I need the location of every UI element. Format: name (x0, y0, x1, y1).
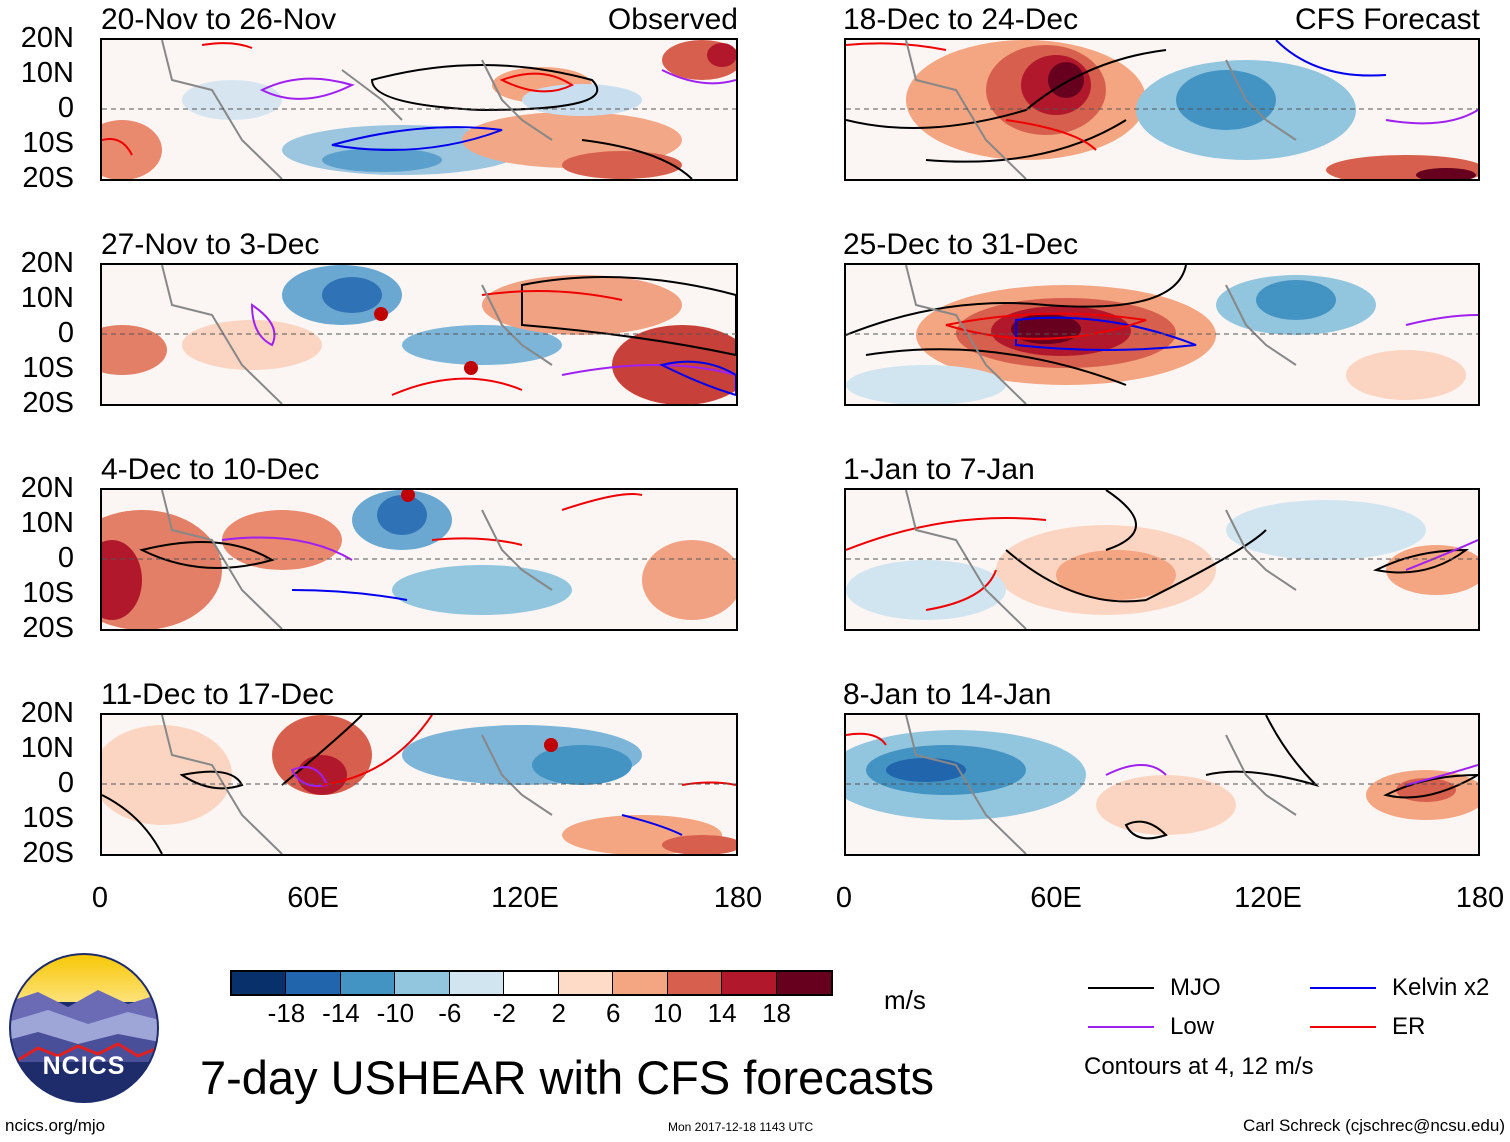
colorbar-swatch (613, 972, 668, 994)
lon-label-left-0: 0 (91, 882, 109, 914)
legend-line-kelvin (1310, 987, 1376, 989)
colorbar-swatch (776, 972, 831, 994)
lat-label: 20S (22, 162, 74, 194)
panel-title-4: 11-Dec to 17-Dec (101, 678, 334, 711)
map-panel-8 (844, 713, 1480, 856)
lon-label-left-120e: 120E (491, 882, 559, 914)
legend-label-kelvin: Kelvin x2 (1392, 974, 1490, 1001)
panel-title-1: 20-Nov to 26-Nov (101, 3, 337, 36)
lat-label: 0 (57, 542, 74, 574)
lat-label: 0 (57, 92, 74, 124)
main-title: 7-day USHEAR with CFS forecasts (200, 1051, 934, 1104)
panel-title-5: 18-Dec to 24-Dec (843, 3, 1079, 36)
lat-label: 20S (22, 837, 74, 869)
lat-label: 10N (20, 732, 74, 764)
colorbar-swatch (286, 972, 341, 994)
colorbar-swatch (558, 972, 614, 994)
colorbar-swatch (232, 972, 287, 994)
lat-label: 10N (20, 57, 74, 89)
legend-label-low: Low (1170, 1013, 1215, 1040)
map-panel-4 (100, 713, 738, 856)
panel-title-8: 8-Jan to 14-Jan (843, 678, 1052, 711)
lat-label: 10S (22, 127, 74, 159)
map-panel-6 (844, 263, 1480, 406)
logo-text: NCICS (42, 1052, 126, 1080)
colorbar-tick-label: 18 (762, 998, 791, 1028)
legend-label-mjo: MJO (1170, 974, 1221, 1001)
map-panel-2 (100, 263, 738, 406)
legend-line-mjo (1088, 987, 1154, 989)
colorbar-swatch (504, 972, 559, 994)
ncics-logo: NCICS (8, 952, 160, 1104)
map-panel-7 (844, 488, 1480, 631)
lat-label: 20N (20, 22, 74, 54)
footer-timestamp: Mon 2017-12-18 1143 UTC (668, 1120, 814, 1134)
contours-note: Contours at 4, 12 m/s (1084, 1053, 1314, 1080)
colorbar-tick-label: 10 (653, 998, 683, 1028)
colorbar-swatch (395, 972, 450, 994)
colorbar-tick-label: -10 (376, 998, 415, 1028)
lon-label-right-60e: 60E (1030, 882, 1082, 914)
panel-title-6: 25-Dec to 31-Dec (843, 228, 1079, 261)
colorbar-swatch (667, 972, 723, 994)
panel-title-7: 1-Jan to 7-Jan (843, 453, 1035, 486)
lat-label: 20S (22, 612, 74, 644)
lat-label: 0 (57, 767, 74, 799)
footer-site[interactable]: ncics.org/mjo (5, 1116, 106, 1135)
observed-label: Observed (607, 3, 738, 36)
legend-line-er (1310, 1026, 1376, 1028)
lat-label: 0 (57, 317, 74, 349)
footer-author[interactable]: Carl Schreck (cjschrec@ncsu.edu) (1243, 1116, 1505, 1135)
lat-label: 20N (20, 247, 74, 279)
legend-line-low (1088, 1026, 1154, 1028)
colorbar-tick-label: -2 (492, 998, 516, 1028)
colorbar-tick-label: 2 (551, 998, 566, 1028)
lat-label: 20N (20, 472, 74, 504)
colorbar-tick-label: 6 (605, 998, 621, 1028)
colorbar-swatch (340, 972, 396, 994)
panel-title-2: 27-Nov to 3-Dec (101, 228, 320, 261)
map-panel-5 (844, 38, 1480, 181)
colorbar-tick-label: -14 (322, 998, 360, 1028)
panel-title-3: 4-Dec to 10-Dec (101, 453, 320, 486)
lon-label-right-0: 0 (835, 882, 853, 914)
lat-label: 10N (20, 507, 74, 539)
lat-label: 10S (22, 802, 74, 834)
map-panel-3 (100, 488, 738, 631)
lat-label: 10N (20, 282, 74, 314)
colorbar-swatch (449, 972, 505, 994)
colorbar-swatch (722, 972, 777, 994)
map-panel-1 (100, 38, 738, 181)
lat-label: 10S (22, 577, 74, 609)
colorbar-tick-label: 14 (707, 998, 737, 1028)
lon-label-left-180: 180 (713, 882, 763, 914)
lat-label: 20N (20, 697, 74, 729)
lat-label: 10S (22, 352, 74, 384)
lat-label: 20S (22, 387, 74, 419)
legend-label-er: ER (1392, 1013, 1426, 1040)
colorbar (230, 970, 833, 996)
lon-label-left-60e: 60E (287, 882, 339, 914)
colorbar-tick-label: -18 (267, 998, 306, 1028)
forecast-label: CFS Forecast (1294, 3, 1480, 36)
colorbar-tick-label: -6 (438, 998, 462, 1028)
lon-label-right-120e: 120E (1234, 882, 1302, 914)
colorbar-unit: m/s (884, 985, 926, 1015)
lon-label-right-180: 180 (1455, 882, 1505, 914)
